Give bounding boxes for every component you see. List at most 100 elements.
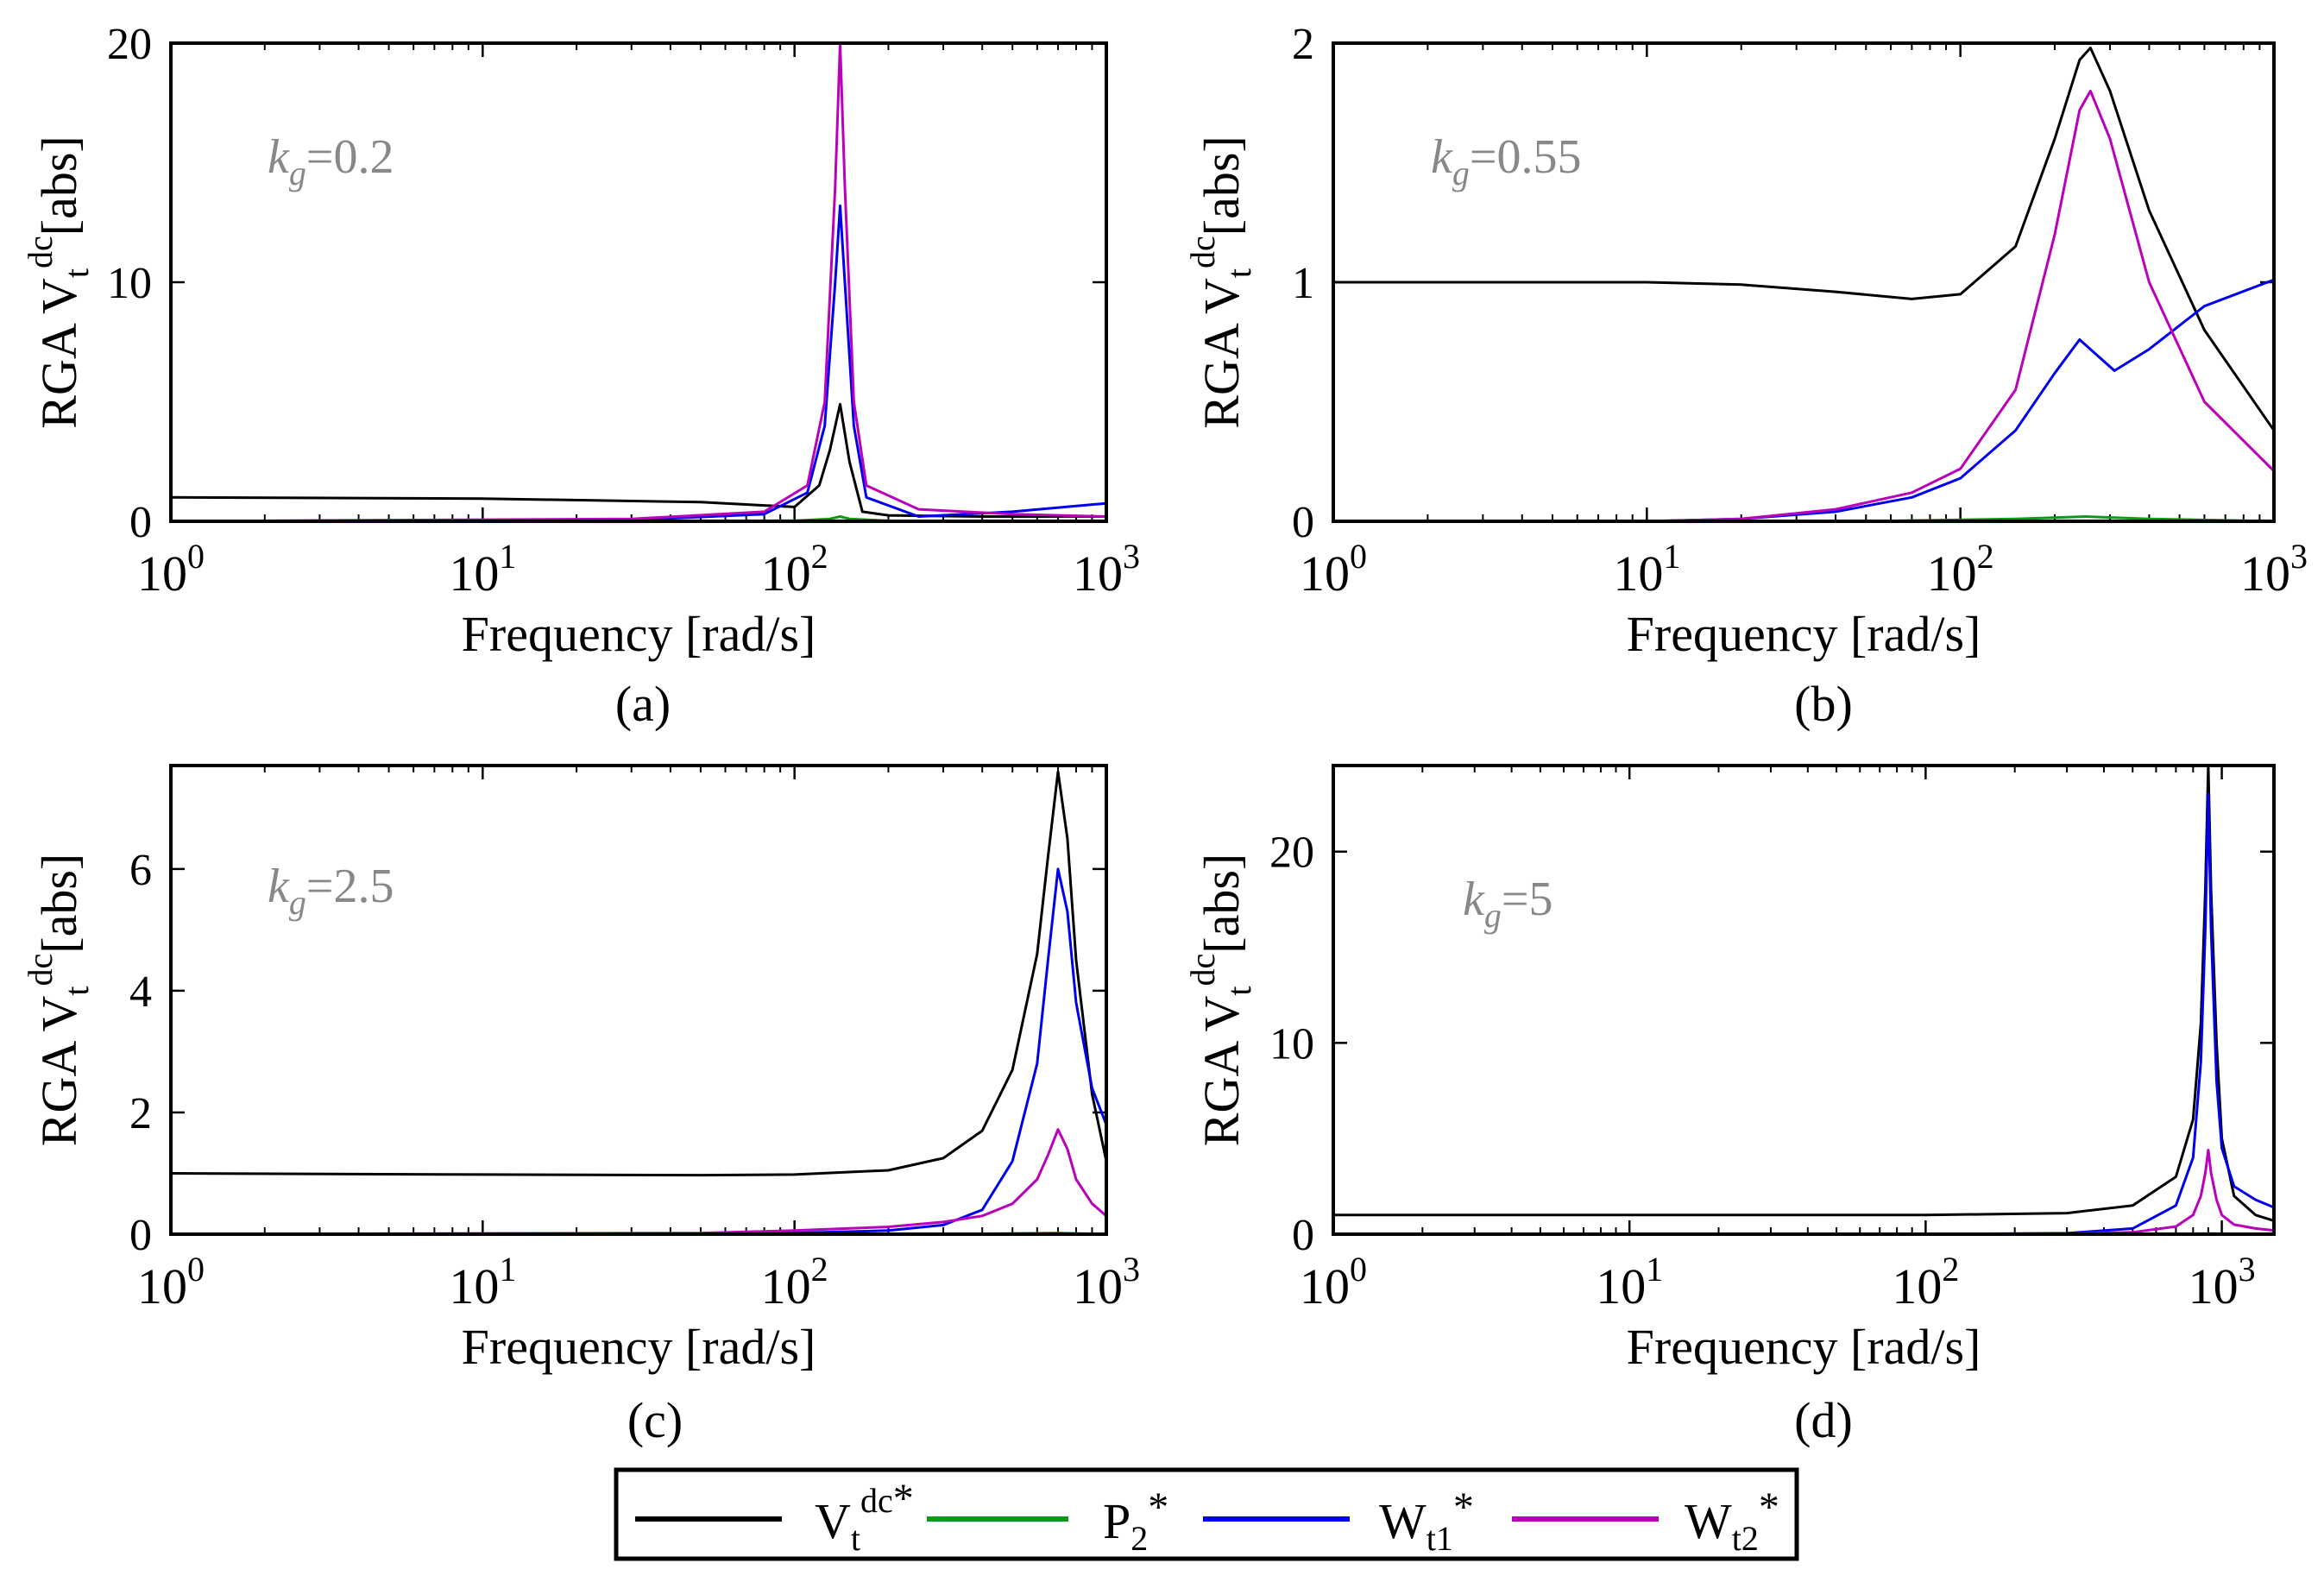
y-tick-label: 0 xyxy=(1292,1211,1314,1260)
y-tick-label: 1 xyxy=(1292,259,1314,308)
y-tick-label: 10 xyxy=(1269,1019,1314,1068)
series-line-Wt1* xyxy=(1333,278,2274,521)
legend-label: Wt1* xyxy=(1379,1484,1474,1558)
y-label-prefix: RGA V xyxy=(1193,996,1250,1147)
y-tick-label: 0 xyxy=(1292,498,1314,547)
y-label-prefix: RGA V xyxy=(31,996,87,1147)
x-tick-exponent: 2 xyxy=(811,1250,828,1289)
x-tick-base: 10 xyxy=(761,545,811,602)
series-line-Wt2* xyxy=(1333,1149,2274,1234)
kg-subscript: g xyxy=(1452,154,1470,192)
series-line-Vt_dc* xyxy=(1333,766,2274,1222)
kg-value: =0.55 xyxy=(1470,130,1582,184)
y-axis-label: RGA Vtdc[abs] xyxy=(1183,136,1258,428)
y-label-superscript: dc xyxy=(21,954,60,986)
x-tick-label: 101 xyxy=(1613,537,1680,602)
plot-frame xyxy=(1332,41,2276,523)
kg-annotation: kg=5 xyxy=(1463,873,1552,935)
plot-frame xyxy=(169,41,1108,523)
y-label-subscript: t xyxy=(57,268,96,278)
x-tick-exponent: 0 xyxy=(187,1250,205,1289)
legend-label: Wt2* xyxy=(1685,1484,1779,1558)
plot-frame xyxy=(1332,764,2276,1236)
x-tick-base: 10 xyxy=(1073,545,1123,602)
series-line-Wt1* xyxy=(1333,792,2274,1234)
kg-value: =2.5 xyxy=(306,860,394,913)
x-tick-base: 10 xyxy=(449,1258,499,1314)
x-tick-exponent: 1 xyxy=(499,1250,516,1289)
series-group xyxy=(171,43,1106,521)
legend-base: P xyxy=(1103,1493,1131,1549)
x-tick-exponent: 1 xyxy=(1646,1250,1663,1289)
series-line-Vt_dc* xyxy=(171,402,1106,518)
x-tick-label: 103 xyxy=(1073,537,1140,602)
kg-annotation: kg=2.5 xyxy=(268,860,394,922)
x-tick-label: 100 xyxy=(1300,1250,1367,1314)
series-line-Wt2* xyxy=(171,1128,1106,1234)
kg-symbol: k xyxy=(268,860,290,913)
x-tick-exponent: 0 xyxy=(187,537,205,576)
x-tick-base: 10 xyxy=(1927,545,1977,602)
y-axis-label: RGA Vtdc[abs] xyxy=(21,854,96,1146)
panel-label: (a) xyxy=(615,676,671,732)
series-line-Wt2* xyxy=(1333,89,2274,521)
legend-star: * xyxy=(1759,1484,1779,1530)
series-line-Vt_dc* xyxy=(1333,47,2274,432)
x-tick-base: 10 xyxy=(761,1258,811,1314)
x-tick-base: 10 xyxy=(1892,1258,1942,1314)
panel-label: (b) xyxy=(1794,676,1853,732)
legend-item: Wt1* xyxy=(1203,1484,1474,1558)
x-axis-label: Frequency [rad/s] xyxy=(1627,1319,1981,1375)
y-label-subscript: t xyxy=(1219,986,1258,995)
series-line-P2* xyxy=(1333,515,2274,521)
y-label-superscript: dc xyxy=(1183,954,1222,986)
plot-frame xyxy=(169,764,1108,1236)
legend-item: Wt2* xyxy=(1512,1484,1779,1558)
x-tick-exponent: 3 xyxy=(2290,537,2308,576)
legend-star: * xyxy=(893,1476,914,1522)
x-tick-label: 101 xyxy=(1596,1250,1663,1314)
x-tick-exponent: 2 xyxy=(1977,537,1994,576)
y-label-superscript: dc xyxy=(21,236,60,268)
legend-superscript: dc xyxy=(860,1481,893,1520)
x-tick-label: 103 xyxy=(2240,537,2308,602)
legend-item: P2* xyxy=(927,1484,1168,1558)
legend-subscript: 2 xyxy=(1131,1519,1148,1558)
kg-subscript: g xyxy=(289,883,306,922)
y-tick-label: 2 xyxy=(1292,20,1314,69)
legend-star: * xyxy=(1453,1484,1474,1530)
y-label-suffix: [abs] xyxy=(1193,136,1250,236)
series-line-Wt2* xyxy=(171,43,1106,521)
x-tick-base: 10 xyxy=(137,545,187,602)
legend-label: Vtdc* xyxy=(815,1476,914,1558)
x-tick-base: 10 xyxy=(1073,1258,1123,1314)
kg-annotation: kg=0.55 xyxy=(1431,130,1581,192)
y-label-prefix: RGA V xyxy=(1193,278,1250,429)
x-tick-label: 102 xyxy=(761,1250,828,1314)
x-tick-exponent: 1 xyxy=(1663,537,1680,576)
x-tick-base: 10 xyxy=(1596,1258,1646,1314)
y-label-suffix: [abs] xyxy=(31,854,87,954)
legend-star: * xyxy=(1148,1484,1168,1530)
x-tick-base: 10 xyxy=(1300,545,1350,602)
x-tick-exponent: 1 xyxy=(499,537,516,576)
kg-symbol: k xyxy=(1431,130,1453,184)
x-tick-label: 100 xyxy=(1300,537,1367,602)
kg-symbol: k xyxy=(268,130,290,184)
legend-base: W xyxy=(1379,1493,1427,1549)
y-label-suffix: [abs] xyxy=(31,136,87,236)
y-label-prefix: RGA V xyxy=(31,278,87,429)
y-tick-label: 2 xyxy=(129,1089,152,1138)
x-tick-label: 103 xyxy=(1073,1250,1140,1314)
legend-box xyxy=(614,1467,1799,1561)
y-tick-label: 0 xyxy=(129,1211,152,1260)
x-tick-label: 102 xyxy=(761,537,828,602)
kg-value: =0.2 xyxy=(306,130,394,184)
x-tick-label: 102 xyxy=(1927,537,1994,602)
series-group xyxy=(1333,47,2274,521)
legend-item: Vtdc* xyxy=(635,1476,914,1558)
